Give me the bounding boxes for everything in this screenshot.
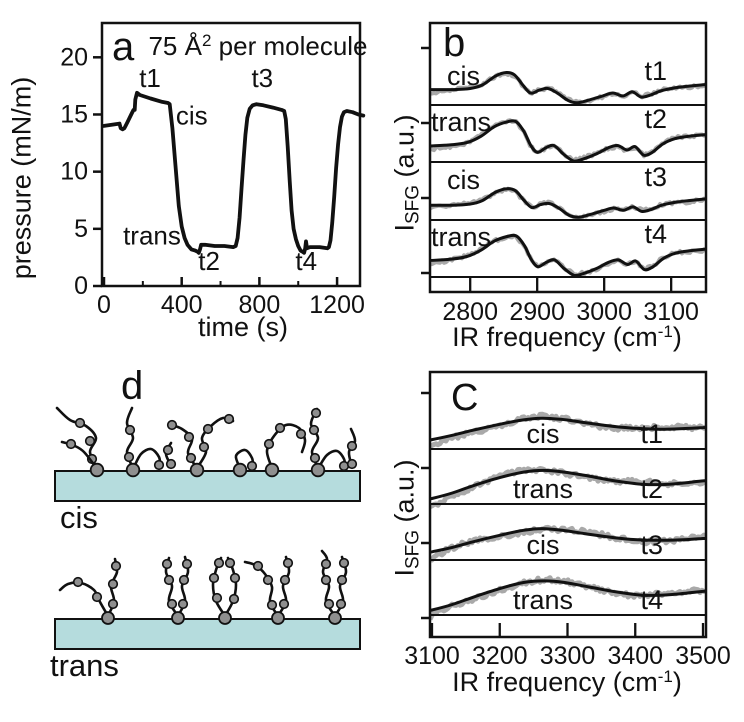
panel-b-ylabel-units: (a.u.) [389,114,420,185]
cis-substrate [54,470,361,502]
x-tick-label: 3300 [540,642,596,670]
x-tick-label: 3200 [472,642,528,670]
x-tick-label: 3100 [643,298,699,326]
panel-b-xlabel-close: ) [672,322,682,352]
panel-b-label: b [443,21,466,65]
panel-a-x-tick-label: 1200 [309,291,365,319]
panel-a-annotation-trans: trans [123,221,181,251]
panel-b-ylabel-symbol: I [389,224,420,232]
panel-frame [428,21,708,294]
panel-a-title: 75 Å2 per molecule [148,31,368,61]
panel-a-y-tick-label: 0 [74,272,88,300]
time-label-t1: t1 [640,419,663,449]
panel-a-title-rest: per molecule [211,31,368,61]
cis-molecules [55,406,358,478]
panel-a-y-tick-label: 10 [60,158,88,186]
time-label-t4: t4 [644,219,667,249]
x-tick-label: 2900 [509,298,565,326]
panel-b-x-axis-title: IR frequency (cm-1) [452,322,682,352]
fit-curve-t2 [430,468,706,501]
panel-c-label: C [451,377,479,419]
fit-curve-t1 [430,70,706,105]
panel-a-annotation-t4: t4 [295,246,317,276]
panel-c-plot: 3100 3200 3300 3400 3500 cis t1 trans t2 cis t3 tra… [404,370,731,670]
panel-a-y-tick-label: 20 [60,43,88,71]
panel-c-x-axis-title: IR frequency (cm-1) [452,667,682,697]
state-label-t4: trans [513,585,573,615]
panel-a-y-axis-title: pressure (mN/m) [6,76,37,280]
panel-a-x-tick-label: 800 [239,291,281,319]
time-label-t1: t1 [644,56,667,86]
x-tick-label: 3400 [607,642,663,670]
panel-b-plot: 2800 2900 3000 3100 cis t1 trans t2 cis t3 trans t4 [421,21,708,326]
panel-a-annotation-t2: t2 [198,246,220,276]
state-label-t3: cis [447,165,480,195]
cis-caption: cis [60,500,98,535]
state-label-t1: cis [447,61,480,91]
panel-c-ylabel-symbol: I [389,569,420,577]
fit-curve-t4 [430,579,706,612]
panel-d-label: d [121,364,144,408]
x-tick-label: 3500 [675,642,731,670]
fit-curve-t3 [430,187,706,219]
x-tick-label: 3000 [576,298,632,326]
panel-a-y-tick-label: 5 [74,215,88,243]
trans-molecules [58,549,350,625]
panel-c-y-axis-title: ISFG (a.u.) [389,459,424,577]
panel-b-xlabel-superscript: -1 [657,322,673,341]
panel-a-frame [100,21,362,288]
fit-curve-t2 [430,119,706,163]
trans-caption: trans [50,648,119,683]
panel-a-x-tick-label: 0 [97,291,111,319]
state-label-t3: cis [527,530,560,560]
x-tick-label: 2800 [442,298,498,326]
panel-a-plot: 0 5 10 15 20 0 400 800 1200 t1 t3 cis trans t2 t4 [60,21,366,319]
time-label-t3: t3 [640,530,663,560]
panel-c-xlabel-close: ) [672,667,682,697]
fit-curve-t4 [430,233,706,278]
trans-substrate [54,618,361,650]
state-label-t1: cis [527,419,560,449]
panel-a-title-superscript: 2 [201,31,212,50]
fit-curve-t3 [430,527,706,554]
time-label-t2: t2 [640,474,663,504]
x-tick-label: 3100 [404,642,460,670]
panel-b-y-axis-title: ISFG (a.u.) [389,114,424,232]
panel-a-title-text: 75 Å [148,31,202,61]
panel-b-xlabel-text: IR frequency (cm [452,322,658,352]
panel-c-ylabel-subscript: SFG [402,529,424,570]
fit-curve-t1 [430,416,706,442]
panel-b-ylabel-subscript: SFG [402,184,424,225]
time-label-t3: t3 [644,162,667,192]
state-label-t2: trans [513,474,573,504]
panel-c-xlabel-text: IR frequency (cm [452,667,658,697]
time-label-t4: t4 [640,585,663,615]
state-label-t2: trans [431,107,491,137]
state-label-t4: trans [431,222,491,252]
panel-c-ylabel-units: (a.u.) [389,459,420,530]
panel-a-y-tick-label: 15 [60,100,88,128]
panel-a-x-axis-title: time (s) [198,312,288,342]
panel-a-annotation-t3: t3 [251,63,273,93]
panel-c-xlabel-superscript: -1 [657,667,673,686]
panel-d-illustration [54,406,361,650]
pressure-trace [102,90,366,255]
panel-a-label: a [112,25,135,69]
panel-a-x-tick-label: 400 [161,291,203,319]
time-label-t2: t2 [644,104,667,134]
panel-a-annotation-cis: cis [176,101,208,131]
panel-a-annotation-t1: t1 [139,63,161,93]
